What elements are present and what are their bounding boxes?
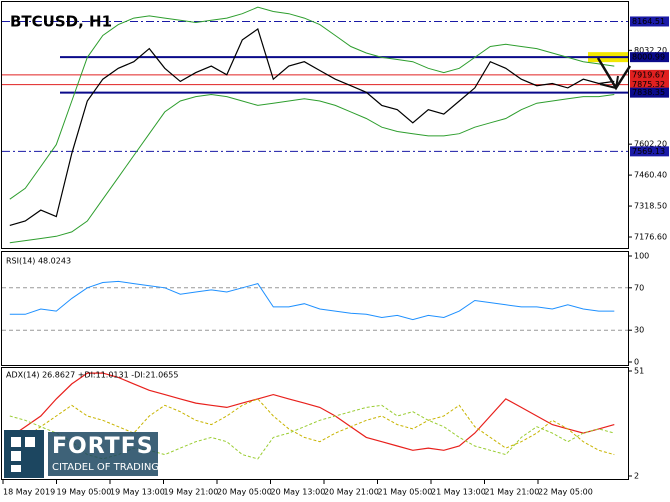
series-line: [9, 28, 615, 226]
y-tick-label: 51: [634, 367, 644, 376]
series-line: [9, 280, 615, 321]
level-box: [630, 79, 669, 90]
y-tick-label: 70: [634, 283, 644, 292]
level-box: [630, 146, 669, 157]
logo-block: [11, 465, 21, 472]
series-line: [9, 398, 615, 456]
x-tick-label: 21 May 21:00: [485, 488, 540, 497]
y-tick-label: 100: [634, 252, 649, 261]
y-tick-label: 0: [634, 358, 639, 367]
level-label: 7875.32: [632, 80, 665, 89]
x-tick-label: 19 May 05:00: [57, 488, 112, 497]
x-tick-label: 22 May 05:00: [538, 488, 593, 497]
x-tick-label: 20 May 13:00: [271, 488, 326, 497]
level-box: [630, 52, 669, 63]
level-box: [630, 87, 669, 98]
y-tick-label: 7318.50: [634, 202, 667, 211]
arrow-head: [599, 75, 619, 90]
chart-title: BTCUSD, H1: [10, 13, 112, 31]
y-tick-label: 2: [634, 472, 639, 481]
series-line: [9, 93, 615, 244]
series-line: [9, 6, 615, 200]
x-tick-label: 20 May 21:00: [324, 488, 379, 497]
price-panel: [1, 1, 629, 249]
level-label: 8164.51: [632, 17, 665, 26]
x-tick-label: 19 May 13:00: [110, 488, 165, 497]
y-tick-label: 7460.40: [634, 171, 667, 180]
logo-block: [25, 437, 35, 447]
y-tick-label: 7176.60: [634, 233, 667, 242]
level-label: 7838.35: [632, 88, 665, 97]
logo-tagline: CITADEL OF TRADING: [52, 462, 159, 473]
x-tick-label: 21 May 13:00: [431, 488, 486, 497]
rsi-title: RSI(14) 48.0243: [6, 257, 71, 266]
level-label: 8000.99: [632, 53, 665, 62]
x-tick-label: 20 May 05:00: [217, 488, 272, 497]
logo-icon: [4, 430, 44, 478]
adx-title: ADX(14) 26.8627 +DI:11.0131 -DI:21.0655: [6, 371, 178, 380]
adx-panel: [1, 367, 629, 480]
y-tick-label: 8032.20: [634, 46, 667, 55]
y-tick-label: 30: [634, 326, 644, 335]
level-label: 7919.67: [632, 70, 665, 79]
logo-name: FORTFS: [52, 434, 154, 459]
level-box: [630, 69, 669, 80]
logo-plate: [48, 432, 158, 476]
series-line: [9, 372, 615, 451]
y-tick-label: 7602.20: [634, 140, 667, 149]
level-box: [630, 16, 669, 27]
logo: FORTFS CITADEL OF TRADING: [4, 430, 159, 478]
level-label: 7569.13: [632, 147, 665, 156]
x-tick-label: 19 May 21:00: [164, 488, 219, 497]
logo-block: [11, 437, 21, 447]
x-tick-label: 18 May 2019: [3, 488, 55, 497]
rsi-panel: [1, 251, 629, 366]
logo-block: [11, 451, 21, 461]
x-tick-label: 21 May 05:00: [378, 488, 433, 497]
